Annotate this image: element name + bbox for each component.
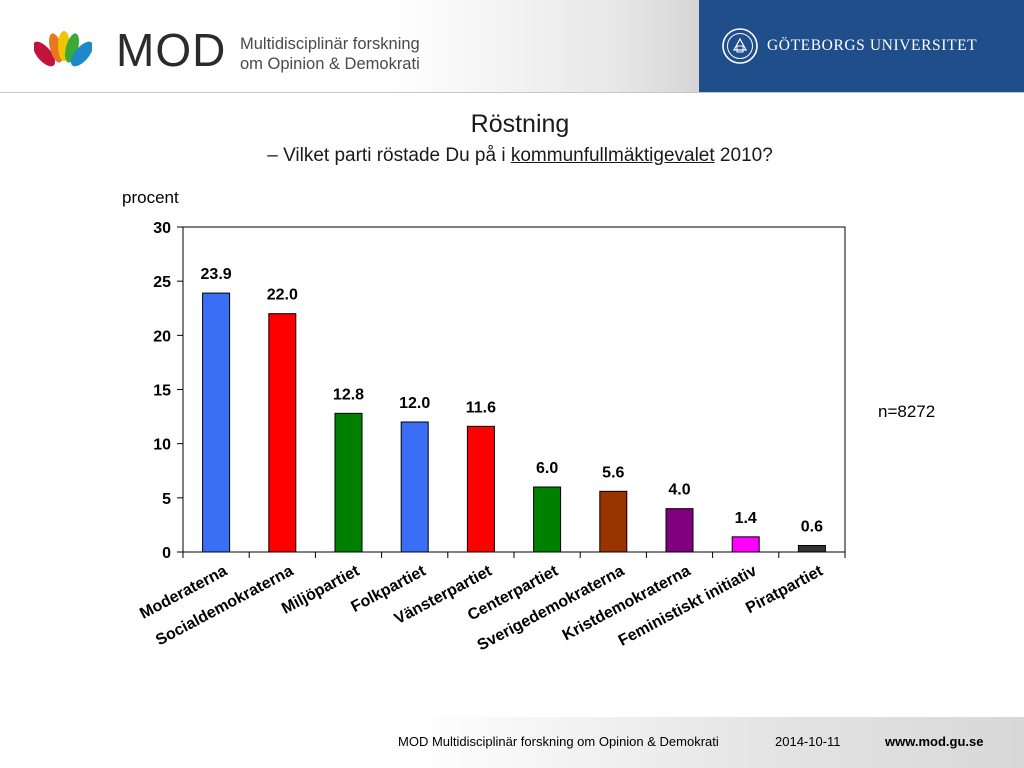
data-label: 23.9: [201, 266, 232, 283]
slide-header: MOD Multidisciplinär forskning om Opinio…: [0, 0, 1024, 93]
y-tick-label: 25: [153, 274, 171, 291]
y-tick-label: 5: [162, 491, 171, 508]
footer-org: MOD Multidisciplinär forskning om Opinio…: [398, 734, 719, 749]
slide-title: Röstning: [470, 110, 570, 138]
data-label: 0.6: [801, 519, 823, 536]
bar-7: [599, 490, 628, 553]
university-seal-icon: [722, 28, 758, 64]
data-label: 6.0: [536, 460, 558, 477]
y-tick-label: 10: [153, 437, 171, 454]
y-tick-label: 15: [153, 383, 171, 400]
data-label: 1.4: [735, 510, 757, 527]
footer-date: 2014-10-11: [775, 734, 841, 749]
mod-subtitle-line2: om Opinion & Demokrati: [240, 55, 420, 73]
bar-chart: 05101520253023.9Moderaterna22.0Socialdem…: [137, 220, 846, 654]
sample-size-label: n=8272: [878, 402, 936, 421]
data-label: 4.0: [668, 482, 690, 499]
data-label: 12.8: [333, 386, 364, 403]
bar-6: [533, 486, 562, 553]
bar-8: [665, 508, 694, 553]
data-label: 12.0: [399, 395, 430, 412]
y-axis-unit-label: procent: [122, 188, 179, 207]
bar-9: [731, 536, 760, 553]
mod-logo-subtitle: Multidisciplinär forskning om Opinion & …: [240, 34, 420, 74]
bar-3: [334, 412, 363, 553]
bar-1: [202, 292, 231, 553]
bar-4: [400, 421, 429, 553]
subtitle-prefix: – Vilket parti röstade Du på i: [267, 145, 511, 166]
university-name: GÖTEBORGS UNIVERSITET: [767, 37, 978, 54]
y-tick-label: 0: [162, 545, 171, 562]
university-band: GÖTEBORGS UNIVERSITET: [699, 0, 1024, 92]
bar-2: [268, 313, 297, 553]
data-label: 22.0: [267, 287, 298, 304]
mod-subtitle-line1: Multidisciplinär forskning: [240, 35, 420, 53]
bar-10: [797, 545, 826, 553]
y-tick-label: 20: [153, 328, 171, 345]
slide-footer: MOD Multidisciplinär forskning om Opinio…: [0, 717, 1024, 768]
footer-url[interactable]: www.mod.gu.se: [885, 734, 984, 749]
data-label: 11.6: [466, 399, 496, 416]
data-label: 5.6: [602, 464, 624, 481]
subtitle-emphasis: kommunfullmäktigevalet: [510, 145, 715, 166]
subtitle-suffix: 2010?: [714, 145, 773, 166]
bar-5: [466, 425, 495, 553]
mod-logo-text: MOD: [116, 24, 227, 76]
y-tick-label: 30: [153, 220, 171, 237]
slide-subtitle: – Vilket parti röstade Du på i kommunful…: [0, 145, 1024, 167]
mod-flower-logo-icon: [34, 31, 92, 67]
